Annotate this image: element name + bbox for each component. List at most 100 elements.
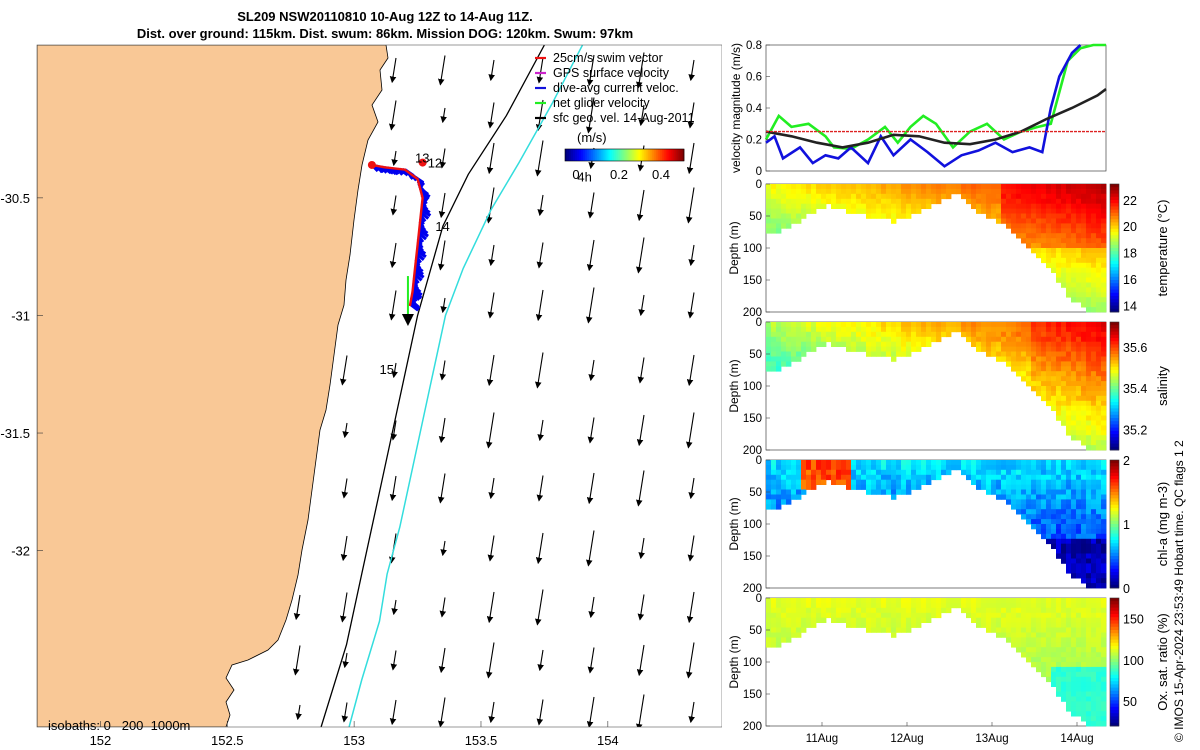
section-cell <box>1081 676 1087 683</box>
section-cell <box>841 469 847 476</box>
section-cell <box>926 469 932 476</box>
velocity-ytick-label: 0.6 <box>746 72 762 84</box>
section-cell <box>1071 607 1077 614</box>
current-vector <box>413 273 423 282</box>
section-cell <box>1041 336 1047 343</box>
section-cell <box>891 331 897 338</box>
section-cell <box>946 598 952 604</box>
section-cell <box>1051 484 1057 490</box>
section-cell <box>976 193 982 200</box>
section-cell <box>961 322 967 328</box>
section-cell <box>811 622 817 628</box>
section-cell <box>881 331 887 338</box>
section-cell <box>1066 548 1072 554</box>
section-colorbar-cell <box>1110 273 1119 278</box>
section-cell <box>1101 598 1107 604</box>
section-cell <box>1101 297 1107 303</box>
title-line-2: Dist. over ground: 115km. Dist. swum: 86… <box>136 26 634 41</box>
section-cell <box>881 341 887 347</box>
section-cell <box>1046 504 1052 510</box>
section-cell <box>1076 435 1082 441</box>
section-cell <box>871 188 877 195</box>
section-cell <box>901 193 907 200</box>
section-cell <box>1011 366 1017 372</box>
section-cell <box>1086 617 1092 623</box>
section-cell <box>1016 489 1022 495</box>
section-cell <box>1011 351 1017 357</box>
section-cell <box>1081 617 1087 623</box>
section-cell <box>1096 607 1102 614</box>
section-cell <box>846 464 852 471</box>
section-cell <box>826 326 832 333</box>
section-cell <box>1096 617 1102 623</box>
section-cell <box>1096 198 1102 205</box>
section-colorbar-cell <box>1110 427 1119 432</box>
section-cell <box>986 602 992 609</box>
section-cell <box>1026 233 1032 239</box>
section-cell <box>876 326 882 333</box>
section-cell <box>781 617 787 623</box>
section-cell <box>826 184 832 190</box>
section-cell <box>821 198 827 205</box>
section-cell <box>906 341 912 347</box>
section-cell <box>1046 198 1052 205</box>
section-cell <box>776 351 782 357</box>
velocity-arrow <box>686 142 695 175</box>
section-cell <box>951 602 957 609</box>
section-cell <box>1066 395 1072 402</box>
section-cell <box>1056 489 1062 495</box>
section-cell <box>1076 666 1082 673</box>
section-cell <box>986 489 992 495</box>
section-cell <box>951 322 957 328</box>
section-cell <box>1031 484 1037 490</box>
section-cell <box>1071 376 1077 382</box>
section-cell <box>851 469 857 476</box>
section-cell <box>1081 203 1087 209</box>
section-cell <box>1066 188 1072 195</box>
section-cell <box>766 223 772 229</box>
section-cell <box>1006 218 1012 224</box>
section-cell <box>996 612 1002 619</box>
section-cell <box>1056 637 1062 643</box>
section-cell <box>861 598 867 604</box>
section-cell <box>1066 238 1072 244</box>
section-cell <box>941 607 947 614</box>
section-cell <box>1036 322 1042 328</box>
section-cell <box>1101 213 1107 219</box>
section-cell <box>931 193 937 200</box>
section-cell <box>1006 637 1012 643</box>
section-cell <box>1086 213 1092 219</box>
section-colorbar-cell <box>1110 668 1119 672</box>
section-cell <box>781 479 787 485</box>
section-cell <box>1056 405 1062 411</box>
section-cell <box>911 331 917 338</box>
section-cell <box>1101 568 1107 574</box>
section-cell <box>776 637 782 643</box>
section-cell <box>1046 662 1052 668</box>
section-cell <box>901 331 907 338</box>
section-cell <box>796 479 802 485</box>
track-annotation-4: 15 <box>380 362 394 377</box>
section-cell <box>1026 351 1032 357</box>
section-cell <box>1086 445 1092 451</box>
section-cell <box>1091 479 1097 485</box>
section-cell <box>861 322 867 328</box>
section-cell <box>836 336 842 343</box>
section-cell <box>856 612 862 619</box>
section-cell <box>951 464 957 471</box>
section-cell <box>1046 666 1052 673</box>
section-cell <box>1061 676 1067 683</box>
section-cell <box>1031 361 1037 367</box>
section-cell <box>796 346 802 352</box>
section-cell <box>1046 612 1052 619</box>
section-cell <box>1016 336 1022 343</box>
velocity-arrow <box>342 652 349 669</box>
section-cell <box>836 460 842 466</box>
section-cell <box>776 474 782 481</box>
section-cell <box>786 598 792 604</box>
section-cell <box>1066 415 1072 421</box>
section-cell <box>1076 218 1082 224</box>
velocity-arrow <box>587 192 595 219</box>
section-cell <box>891 617 897 623</box>
